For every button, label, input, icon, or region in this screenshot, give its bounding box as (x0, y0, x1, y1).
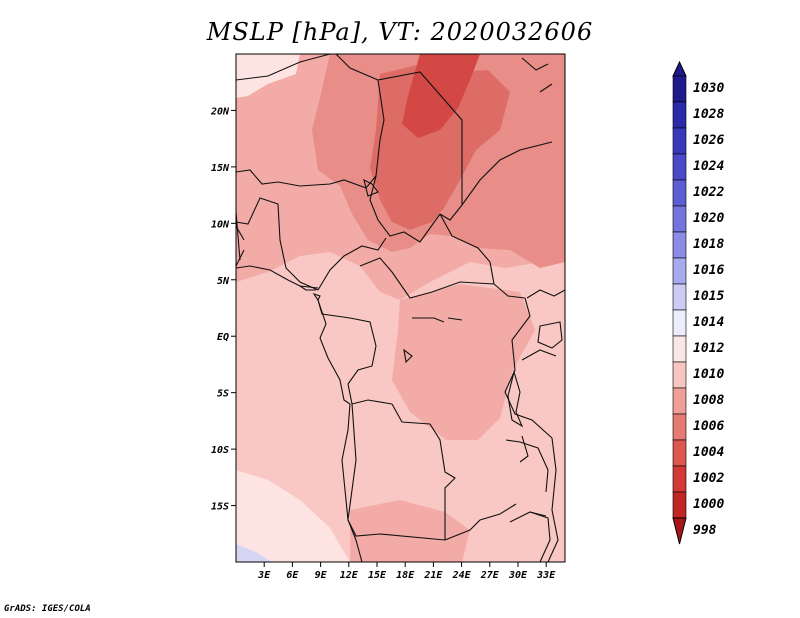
colorbar-label: 1022 (693, 185, 724, 200)
colorbar-label: 1024 (693, 159, 724, 174)
colorbar-bottom-arrow (672, 517, 687, 545)
colorbar-swatch (672, 491, 687, 519)
colorbar-swatch (672, 387, 687, 415)
colorbar-swatch (672, 153, 687, 181)
lat-label: 20N (210, 106, 230, 117)
lat-label: 5S (217, 389, 229, 400)
field-1010-south (350, 500, 470, 562)
colorbar-swatch (672, 465, 687, 493)
colorbar-label: 1012 (693, 341, 724, 356)
lakes (312, 178, 563, 517)
colorbar-label: 1028 (693, 107, 724, 122)
colorbar-label: 1018 (693, 237, 724, 252)
colorbar-label: 1014 (693, 315, 724, 330)
colorbar-label: 998 (693, 523, 717, 538)
colorbar-label: 1015 (693, 289, 724, 304)
colorbar-swatch (672, 231, 687, 259)
colorbar-swatch (672, 361, 687, 389)
lat-label: 15S (211, 502, 229, 513)
lat-label: 15N (211, 163, 230, 174)
field-1010-congo-basin (392, 284, 535, 440)
colorbar-swatch (672, 101, 687, 129)
lon-label: 9E (315, 570, 328, 581)
colorbar-label: 1016 (693, 263, 724, 278)
grads-credit: GrADS: IGES/COLA (4, 604, 91, 614)
colorbar-label: 1004 (693, 445, 724, 460)
lon-label: 24E (452, 570, 472, 581)
colorbar-swatch (672, 257, 687, 285)
colorbar-swatch (672, 413, 687, 441)
lat-label: 10S (211, 445, 229, 456)
colorbar-label: 1010 (693, 367, 724, 382)
latitude-axis: 20N 15N 10N 5N EQ 5S 10S 15S (210, 106, 236, 513)
colorbar-swatch (672, 439, 687, 467)
lat-label: 10N (211, 219, 230, 230)
colorbar-swatch (672, 309, 687, 337)
lon-label: 12E (340, 570, 359, 581)
colorbar-label: 1026 (693, 133, 724, 148)
colorbar-swatch (672, 205, 687, 233)
field-low-blue (236, 544, 272, 562)
colorbar-swatch (672, 179, 687, 207)
lon-label: 27E (480, 570, 500, 581)
colorbar-top-arrow (672, 60, 687, 77)
lon-label: 15E (368, 570, 387, 581)
longitude-axis: 3E 6E 9E 12E 15E 18E 21E 24E 27E 30E 33E (257, 562, 556, 581)
lon-label: 21E (423, 570, 443, 581)
colorbar-swatch (672, 283, 687, 311)
map-frame (235, 53, 566, 563)
colorbar-label: 1000 (693, 497, 724, 512)
lon-label: 33E (536, 570, 556, 581)
pressure-field (236, 54, 565, 562)
colorbar: 1030 1028 1026 1024 1022 1020 1018 1016 1015 1014… (672, 60, 724, 545)
lon-label: 18E (396, 570, 415, 581)
colorbar-label: 1008 (693, 393, 724, 408)
lat-label: 5N (217, 276, 230, 287)
field-1006-sudan (370, 62, 510, 230)
colorbar-label: 1006 (693, 419, 724, 434)
colorbar-swatch (672, 335, 687, 363)
lat-label: EQ (217, 332, 229, 343)
colorbar-label: 1030 (693, 81, 724, 96)
colorbar-swatch (672, 127, 687, 155)
lon-label: 6E (286, 570, 299, 581)
coastlines (235, 57, 559, 563)
colorbar-swatch (672, 75, 687, 103)
lon-label: 30E (508, 570, 528, 581)
field-1015-atlantic (236, 470, 350, 562)
colorbar-label: 1020 (693, 211, 724, 226)
colorbar-label: 1002 (693, 471, 724, 486)
map-title: MSLP [hPa], VT: 2020032606 (206, 18, 594, 46)
lon-label: 3E (257, 570, 271, 581)
